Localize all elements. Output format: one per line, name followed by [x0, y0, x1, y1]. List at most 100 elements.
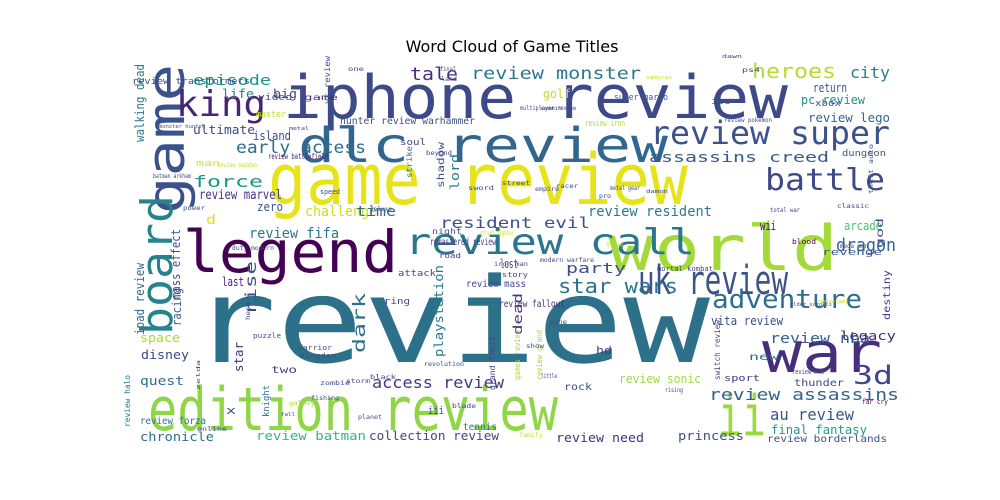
- word-rising: rising: [665, 387, 683, 394]
- word-kingdom: kingdom: [300, 352, 336, 360]
- word-review-batman: review batman: [256, 429, 366, 443]
- word-one: one: [348, 66, 365, 73]
- word-galaxy: galaxy: [289, 400, 315, 407]
- word-ios: ios: [711, 97, 731, 107]
- word-land: land: [441, 76, 457, 83]
- word-rise: rise: [242, 261, 260, 315]
- word-dungeon: dungeon: [842, 149, 886, 159]
- word-story: story: [502, 271, 528, 279]
- word-elder-scrolls: elder scrolls: [790, 302, 832, 308]
- word-3d: 3d: [853, 361, 893, 391]
- word-ps4: ps4: [742, 67, 761, 74]
- word-metal-gear: metal gear: [610, 185, 640, 192]
- word-duty-modern: duty modern: [232, 245, 274, 252]
- word-summit: summit: [540, 106, 562, 112]
- word-iphone-review: iphone review: [283, 63, 789, 133]
- word-review-call: review call: [405, 222, 695, 263]
- word-revenge: revenge: [822, 248, 882, 258]
- word-new: new: [749, 352, 781, 363]
- word-heroes: heroes: [752, 59, 836, 83]
- word-thunder: thunder: [794, 378, 844, 389]
- word-total-war: total war: [770, 207, 800, 214]
- word-multiplayer-review: multiplayer review: [520, 105, 576, 112]
- word-star-wars: star wars: [558, 274, 678, 298]
- word-iii: iii: [428, 404, 444, 417]
- chart-title: Word Cloud of Game Titles: [406, 37, 619, 56]
- word-live: live: [606, 242, 624, 249]
- word-zero: zero: [257, 200, 283, 214]
- word-hd: hd: [596, 344, 612, 357]
- word-racing: racing: [170, 288, 184, 326]
- word-damon: damon: [646, 189, 668, 195]
- word-family: family: [519, 432, 543, 439]
- word-dlc-review: dlc review: [298, 118, 668, 174]
- word-review-borderlands: review borderlands: [767, 434, 887, 445]
- word-lost: lost: [500, 257, 518, 271]
- word-review-battlefield: review battlefield: [268, 152, 328, 161]
- word-board: board: [132, 195, 183, 335]
- word-big: big: [273, 87, 297, 101]
- word-review-nba: review nba: [770, 331, 870, 347]
- word-last: last: [222, 275, 244, 289]
- word-review-mlb: review mlb: [792, 368, 824, 376]
- word-review-halo: review halo: [123, 375, 132, 427]
- word-hero: hero: [245, 302, 252, 320]
- word-classic: classic: [837, 203, 869, 210]
- word-xbox: xbox: [815, 99, 842, 109]
- word-ipad-review: ipad review: [133, 262, 147, 335]
- word-samurai: samurai: [646, 75, 672, 81]
- word-mega-man: mega man: [840, 243, 868, 250]
- word-party: party: [566, 261, 626, 277]
- word-review: review: [190, 252, 711, 390]
- word-assassins-creed: assassins creed: [649, 150, 829, 166]
- word-pro: pro: [599, 193, 611, 200]
- word-x: x: [226, 404, 237, 417]
- word-force: force: [193, 172, 263, 191]
- word-king: king: [176, 84, 266, 125]
- word-storm: storm: [346, 378, 371, 385]
- word-revolution: revolution: [424, 361, 464, 368]
- word-review-forza: review forza: [140, 416, 206, 427]
- word-street: street: [502, 180, 530, 187]
- word-legacy: legacy: [840, 329, 896, 343]
- word-wii: wii: [760, 219, 776, 233]
- word-review-transformers: review transformers: [132, 77, 250, 87]
- word-shadow: shadow: [436, 141, 447, 188]
- word-review-fallout: review fallout: [499, 299, 565, 310]
- word-review-pokemon: review pokemon: [724, 117, 772, 124]
- word-iron-man: iron man: [494, 261, 528, 268]
- word-tennis: tennis: [463, 422, 497, 433]
- word-street-fighter: street fighter: [480, 230, 514, 237]
- word-review-iron: review iron: [585, 119, 625, 129]
- word-power: power: [183, 205, 205, 212]
- word-games-review: games review: [513, 330, 522, 380]
- word-challenge: challenge: [305, 204, 377, 220]
- word-life: life: [222, 87, 254, 101]
- word-empire: empire: [535, 186, 559, 193]
- word-little: little: [541, 373, 557, 380]
- word-vr-review: vr review: [323, 56, 332, 104]
- word-racer: racer: [556, 183, 578, 190]
- word-princess: princess: [678, 429, 744, 443]
- word-review-mass: review mass: [466, 279, 526, 290]
- word-dragon: dragon: [836, 235, 896, 256]
- word-early-access: early access: [236, 138, 366, 158]
- word-beyond: beyond: [426, 150, 452, 157]
- word-zone: zone: [549, 319, 567, 326]
- word-man: man: [196, 159, 220, 169]
- word-walking-dead: walking dead: [133, 64, 147, 142]
- word-speed: speed: [320, 188, 340, 196]
- word-game: game: [137, 64, 197, 214]
- word-world: world: [608, 212, 838, 285]
- word-puzzle: puzzle: [253, 332, 281, 340]
- word-online: online: [197, 426, 228, 433]
- word-adventure: adventure: [712, 285, 862, 315]
- word-modern-warfare: modern warfare: [540, 257, 594, 264]
- word-sword: sword: [468, 185, 495, 192]
- word-ii: ii: [718, 384, 766, 449]
- word-monster-hunter: monster hunter: [159, 124, 205, 130]
- word-return: return: [813, 81, 847, 95]
- word-collection-review: collection review: [369, 429, 500, 443]
- word-remastered-review: remastered review: [430, 237, 497, 248]
- word-attack: attack: [398, 269, 437, 279]
